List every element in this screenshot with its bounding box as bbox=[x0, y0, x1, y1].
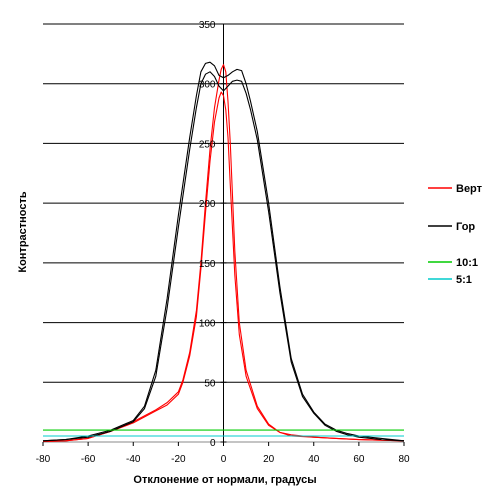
y-tick-label: 200 bbox=[199, 199, 216, 210]
x-tick-label: 20 bbox=[263, 454, 275, 465]
x-tick-label: 60 bbox=[353, 454, 365, 465]
series-line-1-1 bbox=[42, 71, 405, 442]
series-line-0-1 bbox=[42, 91, 405, 442]
legend-label: 10:1 bbox=[456, 257, 478, 269]
series-line-0-0 bbox=[42, 64, 405, 442]
x-tick-label: -80 bbox=[36, 454, 51, 465]
axes bbox=[42, 23, 405, 446]
y-tick-label: 0 bbox=[210, 438, 216, 449]
legend-label: Верт bbox=[456, 183, 483, 195]
x-axis-title: Отклонение от нормали, градусы bbox=[133, 474, 316, 486]
y-tick-label: 50 bbox=[204, 378, 216, 389]
tick-labels: -80 -60 -40 -20 0 20 40 60 80 0 50 100 150 200 250 300 3… bbox=[36, 20, 410, 465]
legend-label: 5:1 bbox=[456, 274, 472, 286]
x-tick-label: 40 bbox=[308, 454, 320, 465]
series-line-1-0 bbox=[42, 61, 405, 442]
y-tick-label: 350 bbox=[199, 20, 216, 31]
legend: Верт Гор 10:1 5:1 bbox=[428, 183, 483, 286]
y-tick-label: 100 bbox=[199, 319, 216, 330]
y-tick-label: 300 bbox=[199, 80, 216, 91]
x-tick-label: -60 bbox=[81, 454, 96, 465]
series-lines bbox=[42, 61, 405, 442]
y-tick-label: 150 bbox=[199, 259, 216, 270]
x-tick-label: 0 bbox=[221, 454, 227, 465]
legend-label: Гор bbox=[456, 221, 475, 233]
x-tick-label: 80 bbox=[398, 454, 410, 465]
x-tick-label: -20 bbox=[171, 454, 186, 465]
x-tick-label: -40 bbox=[126, 454, 141, 465]
y-axis-title: Контрастность bbox=[17, 191, 29, 273]
y-tick-label: 250 bbox=[199, 139, 216, 150]
